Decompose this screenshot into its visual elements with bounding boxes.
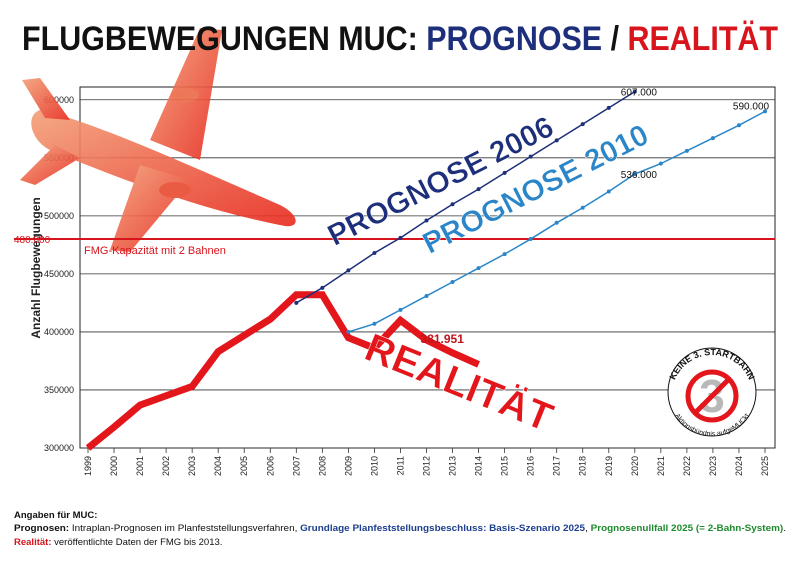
series-point bbox=[346, 268, 351, 273]
x-tick-label: 2018 bbox=[578, 456, 588, 476]
series-point bbox=[320, 285, 325, 290]
x-tick-label: 2017 bbox=[552, 456, 562, 476]
series-point bbox=[763, 109, 767, 114]
series-point bbox=[710, 136, 715, 141]
title-part: REALITÄT bbox=[627, 20, 778, 58]
x-tick-label: 2008 bbox=[317, 456, 327, 476]
footer-realitaet: Realität: veröffentlichte Daten der FMG … bbox=[14, 537, 222, 548]
footer-label: Realität: bbox=[14, 537, 51, 548]
series-line bbox=[85, 291, 480, 451]
series-point bbox=[554, 220, 559, 225]
series-point bbox=[580, 122, 585, 127]
series-point bbox=[294, 300, 299, 305]
footer-text: Intraplan-Prognosen im Planfeststellungs… bbox=[69, 523, 300, 534]
x-tick-label: 2002 bbox=[161, 456, 171, 476]
airplane bbox=[20, 28, 296, 252]
chart-title: FLUGBEWEGUNGEN MUC: PROGNOSE / REALITÄT bbox=[22, 20, 778, 58]
x-tick-label: 1999 bbox=[83, 456, 93, 476]
series-point bbox=[736, 123, 741, 128]
logo-strike bbox=[693, 377, 731, 415]
series-point bbox=[372, 250, 377, 255]
x-tick-label: 2025 bbox=[760, 456, 770, 476]
series-point bbox=[632, 172, 637, 177]
x-tick-label: 2013 bbox=[448, 456, 458, 476]
x-tick-label: 2023 bbox=[708, 456, 718, 476]
x-tick-label: 2006 bbox=[265, 456, 275, 476]
footer-heading: Angaben für MUC: bbox=[14, 510, 97, 521]
x-tick-label: 2024 bbox=[734, 456, 744, 476]
footer-end: . bbox=[783, 523, 786, 534]
x-tick-label: 2012 bbox=[422, 456, 432, 476]
x-tick-label: 2016 bbox=[526, 456, 536, 476]
footer-nullfall: Prognosenullfall 2025 (= 2-Bahn-System) bbox=[591, 523, 784, 534]
capacity-value-label: 480.000 bbox=[14, 235, 51, 246]
series-point bbox=[450, 202, 455, 207]
x-tick-label: 2015 bbox=[500, 456, 510, 476]
x-tick-label: 2011 bbox=[395, 456, 405, 475]
series-line bbox=[295, 91, 636, 304]
series-point bbox=[502, 252, 507, 257]
series-point bbox=[658, 161, 663, 166]
title-part: FLUGBEWEGUNGEN MUC: bbox=[22, 20, 426, 58]
x-tick-label: 2009 bbox=[343, 456, 353, 476]
logo: 3 KEINE 3. STARTBAHN Aktionsbündnis aufg… bbox=[667, 347, 756, 438]
title-part: PROGNOSE bbox=[426, 20, 602, 58]
series-point bbox=[476, 266, 481, 271]
y-tick-label: 500000 bbox=[44, 211, 74, 221]
series-point bbox=[606, 189, 611, 194]
series-point bbox=[528, 237, 533, 242]
series-point bbox=[554, 138, 559, 143]
series-point bbox=[424, 293, 429, 298]
value-label: 590.000 bbox=[733, 101, 770, 112]
series-point bbox=[424, 218, 429, 223]
value-label: 607.000 bbox=[621, 88, 658, 99]
footer-label: Prognosen: bbox=[14, 523, 69, 534]
series-point bbox=[398, 235, 403, 240]
x-tick-label: 2019 bbox=[604, 456, 614, 476]
series-point bbox=[528, 154, 533, 159]
x-tick-label: 2021 bbox=[656, 456, 666, 476]
y-tick-label: 400000 bbox=[44, 327, 74, 337]
footer-grundlage: Grundlage Planfeststellungsbeschluss: Ba… bbox=[300, 523, 586, 534]
x-tick-label: 2014 bbox=[474, 456, 484, 476]
x-tick-label: 2007 bbox=[291, 456, 301, 476]
x-tick-label: 2003 bbox=[187, 456, 197, 476]
x-tick-label: 2004 bbox=[213, 456, 223, 476]
footer-prognosen: Prognosen: Intraplan-Prognosen im Planfe… bbox=[14, 523, 786, 534]
title-part: / bbox=[602, 20, 627, 58]
series-point bbox=[606, 105, 611, 110]
series-point bbox=[372, 321, 377, 326]
footer-separator: , bbox=[585, 523, 591, 534]
series-point bbox=[632, 89, 637, 94]
x-tick-label: 2020 bbox=[630, 456, 640, 476]
series-point bbox=[580, 205, 585, 210]
x-tick-label: 2022 bbox=[682, 456, 692, 476]
footer-text: veröffentlichte Daten der FMG bis 2013. bbox=[51, 537, 222, 548]
value-label: 536.000 bbox=[621, 170, 658, 181]
series-point bbox=[398, 307, 403, 312]
value-label: 381.951 bbox=[421, 332, 465, 346]
series-point bbox=[450, 280, 455, 285]
series-point bbox=[684, 148, 689, 153]
x-tick-label: 2010 bbox=[369, 456, 379, 476]
x-tick-label: 2000 bbox=[109, 456, 119, 476]
grid: 3000003500004000004500005000005500006000… bbox=[44, 95, 775, 476]
y-tick-label: 450000 bbox=[44, 269, 74, 279]
y-tick-label: 350000 bbox=[44, 385, 74, 395]
series-point bbox=[476, 187, 481, 192]
capacity-label: FMG-Kapazität mit 2 Bahnen bbox=[84, 245, 226, 257]
series-point bbox=[346, 329, 351, 334]
y-tick-label: 300000 bbox=[44, 443, 74, 453]
x-tick-label: 2001 bbox=[135, 456, 145, 476]
series-point bbox=[502, 170, 507, 175]
y-axis-label: Anzahl Flugbewegungen bbox=[29, 197, 43, 338]
y-tick-label: 600000 bbox=[44, 95, 74, 105]
x-tick-label: 2005 bbox=[239, 456, 249, 476]
